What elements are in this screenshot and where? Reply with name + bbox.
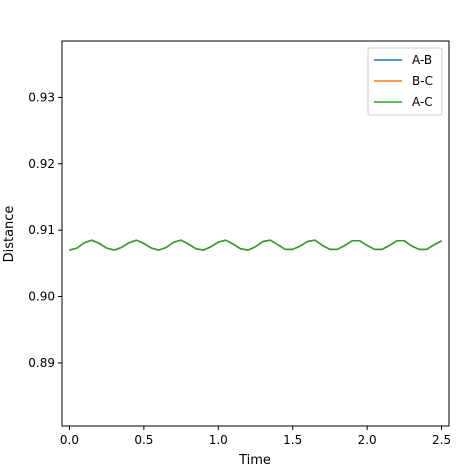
y-tick-label: 0.93 xyxy=(28,90,55,104)
series-line-a-c xyxy=(69,239,442,251)
legend-box xyxy=(367,47,443,116)
series-layer xyxy=(69,239,442,251)
legend-label-a-b: A-B xyxy=(412,53,432,67)
x-tick-label: 0.0 xyxy=(60,433,79,447)
axes-frame xyxy=(61,40,450,427)
x-axis-label: Time xyxy=(238,453,271,468)
x-tick-label: 2.0 xyxy=(358,433,377,447)
y-axis-label: Distance xyxy=(2,206,17,263)
y-tick-label: 0.91 xyxy=(28,223,55,237)
y-tick-label: 0.89 xyxy=(28,356,55,370)
y-tick-label: 0.92 xyxy=(28,157,55,171)
y-tick-label: 0.90 xyxy=(28,290,55,304)
x-tick-label: 2.5 xyxy=(432,433,451,447)
x-tick-label: 1.0 xyxy=(209,433,228,447)
x-tick-label: 0.5 xyxy=(134,433,153,447)
legend-label-a-c: A-C xyxy=(412,95,433,109)
legend: A-B B-C A-C xyxy=(367,47,443,116)
legend-label-b-c: B-C xyxy=(412,74,433,88)
x-tick-label: 1.5 xyxy=(283,433,302,447)
axes: 0.0 0.5 1.0 1.5 2.0 2.5 0.89 0.90 0.91 0.92 0.93 xyxy=(28,40,451,447)
